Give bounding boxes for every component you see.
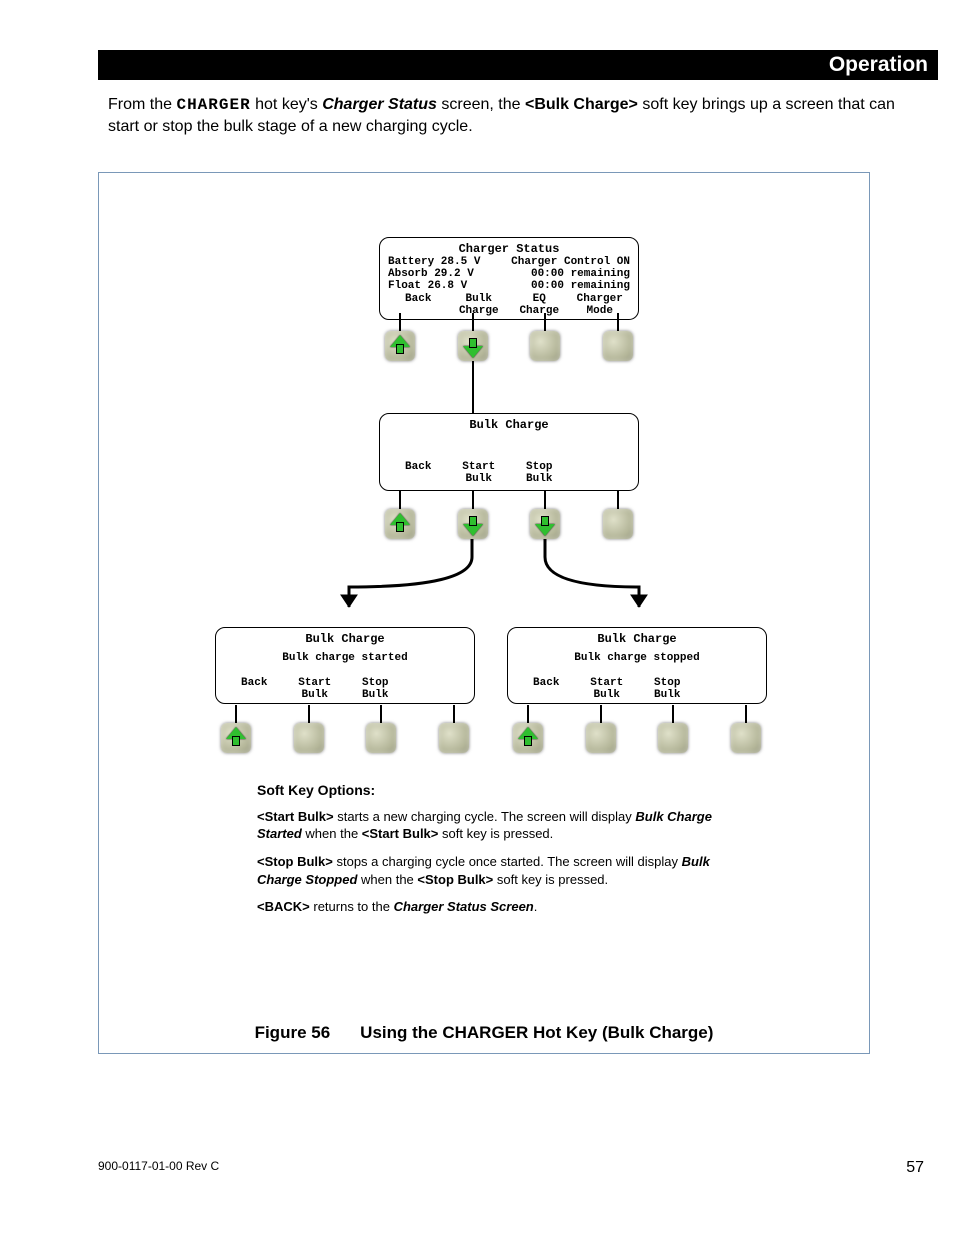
start-bulk-button[interactable] [458,509,488,539]
softkey-options-block: Soft Key Options: <Start Bulk> starts a … [257,781,757,926]
stop-bulk-button[interactable] [366,723,396,753]
lcd-message: Bulk charge started [224,652,466,664]
intro-text: From the [108,96,176,113]
lcd-bulk-started: Bulk Charge Bulk charge started Back Sta… [215,627,475,704]
page-number: 57 [906,1159,924,1177]
figure-number: Figure 56 [255,1023,331,1043]
section-header: Operation [98,50,938,80]
lcd-bulk-stopped: Bulk Charge Bulk charge stopped Back Sta… [507,627,767,704]
section-title: Operation [829,53,928,77]
stem-row [399,491,619,509]
lcd-charger-status: Charger Status Battery 28.5 VCharger Con… [379,237,639,320]
back-button[interactable] [385,331,415,361]
back-button[interactable] [221,723,251,753]
bulk-charge-button[interactable] [458,331,488,361]
back-button[interactable] [385,509,415,539]
charger-mode-button[interactable] [603,331,633,361]
button-strip-2 [385,509,633,539]
start-bulk-button[interactable] [586,723,616,753]
softkey-row: Back StartBulk StopBulk [224,678,466,701]
lcd-title: Bulk Charge [516,632,758,646]
lcd-message: Bulk charge stopped [516,652,758,664]
figure-title: Using the CHARGER Hot Key (Bulk Charge) [360,1023,713,1043]
lcd-title: Bulk Charge [224,632,466,646]
options-heading: Soft Key Options: [257,781,757,800]
softkey-row: Back StartBulk StopBulk [388,462,630,485]
button-strip-3 [221,723,469,753]
eq-charge-button[interactable] [530,331,560,361]
back-button[interactable] [513,723,543,753]
figure-container: Charger Status Battery 28.5 VCharger Con… [98,172,870,1054]
stop-bulk-button[interactable] [530,509,560,539]
button-strip-4 [513,723,761,753]
branch-arrows [219,537,679,627]
page-footer: 900-0117-01-00 Rev C 57 [98,1159,924,1177]
softkey-row: Back StartBulk StopBulk [516,678,758,701]
start-bulk-button[interactable] [294,723,324,753]
bulk-charge-softkey-ref: <Bulk Charge> [525,96,638,113]
lcd-title: Charger Status [388,242,630,256]
stem-row [399,313,619,331]
button-strip-1 [385,331,633,361]
stop-bulk-button[interactable] [658,723,688,753]
stem-row [527,705,747,723]
stem-row [235,705,455,723]
intro-paragraph: From the CHARGER hot key's Charger Statu… [108,94,924,139]
doc-number: 900-0117-01-00 Rev C [98,1159,219,1177]
blank-button[interactable] [731,723,761,753]
lcd-title: Bulk Charge [388,418,630,432]
figure-caption: Figure 56 Using the CHARGER Hot Key (Bul… [99,1023,869,1043]
blank-button[interactable] [439,723,469,753]
connector-line [472,361,474,413]
lcd-bulk-charge: Bulk Charge Back StartBulk StopBulk [379,413,639,491]
blank-button[interactable] [603,509,633,539]
charger-hotkey-label: CHARGER [176,96,250,114]
charger-status-ref: Charger Status [322,96,437,113]
